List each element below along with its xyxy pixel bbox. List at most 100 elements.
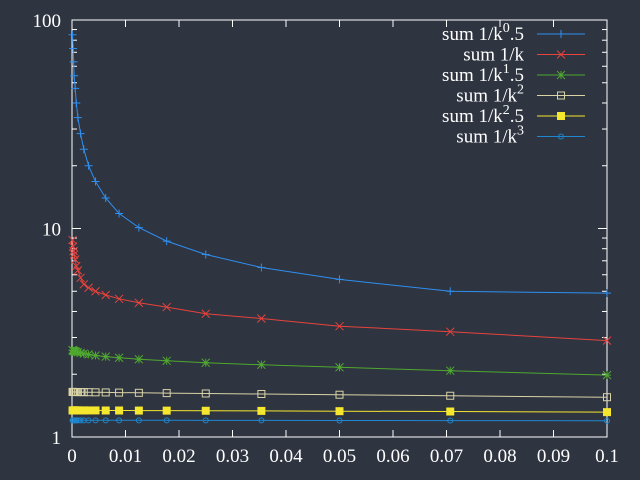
data-point — [162, 302, 172, 312]
legend-entry-5: sum 1/k2.5 — [442, 103, 585, 127]
data-point — [134, 223, 143, 232]
data-point — [335, 390, 344, 399]
series-line — [72, 349, 608, 376]
series-layer — [68, 30, 612, 424]
data-point — [84, 161, 93, 170]
data-point — [445, 366, 455, 376]
data-point — [557, 30, 565, 38]
data-point — [445, 327, 455, 337]
data-point — [162, 389, 171, 398]
data-point — [446, 287, 455, 296]
data-point — [69, 246, 78, 256]
data-point — [201, 309, 211, 319]
data-point — [77, 417, 84, 424]
data-point — [556, 50, 566, 59]
data-point — [257, 406, 266, 415]
series-6 — [69, 417, 610, 424]
series-3 — [68, 345, 612, 380]
data-point — [602, 336, 612, 345]
data-point — [101, 290, 111, 300]
data-point — [335, 362, 344, 372]
data-point — [162, 406, 171, 415]
data-point — [446, 407, 455, 416]
data-point — [72, 98, 81, 107]
data-point — [101, 194, 110, 203]
series-4 — [68, 387, 611, 402]
series-1 — [68, 30, 611, 298]
data-point — [73, 347, 83, 357]
data-point — [446, 391, 455, 400]
data-point — [335, 321, 344, 331]
data-point — [74, 417, 81, 424]
data-point — [69, 44, 78, 53]
plot-frame — [71, 19, 608, 438]
data-point — [336, 417, 343, 424]
data-point — [556, 70, 566, 80]
data-point — [134, 354, 144, 364]
data-point — [603, 408, 611, 417]
data-point — [85, 417, 92, 424]
legend-label: sum 1/k1.5 — [442, 62, 524, 86]
legend-entry-4: sum 1/k2 — [456, 83, 585, 107]
data-point — [79, 388, 88, 397]
data-point — [162, 237, 171, 246]
data-point — [115, 388, 124, 397]
data-point — [91, 286, 100, 296]
x-tick-label: 0 — [67, 446, 77, 467]
data-point — [258, 417, 265, 424]
legend-label: sum 1/k2.5 — [442, 103, 524, 127]
data-point — [257, 314, 266, 323]
data-point — [335, 275, 344, 284]
y-tick-label: 100 — [33, 11, 62, 32]
series-line — [72, 391, 608, 398]
data-point — [69, 57, 78, 66]
data-point — [91, 351, 100, 360]
data-point — [68, 30, 77, 39]
data-point — [92, 417, 99, 424]
data-point — [558, 133, 564, 140]
data-point — [135, 417, 142, 424]
data-point — [79, 279, 89, 289]
data-point — [557, 91, 565, 100]
legend-entry-1: sum 1/k0.5 — [442, 21, 585, 45]
data-point — [603, 289, 611, 298]
data-point — [91, 388, 100, 397]
data-point — [134, 298, 144, 308]
data-point — [84, 283, 93, 293]
x-tick-label: 0.06 — [376, 446, 409, 467]
data-point — [114, 353, 124, 363]
x-tick-label: 0.03 — [216, 446, 249, 467]
x-axis: 0 0.01 0.02 0.03 0.04 0.05 0.06 0.07 0.08 0.09 0.1 — [67, 20, 619, 467]
legend-entry-3: sum 1/k1.5 — [442, 62, 585, 86]
data-point — [257, 360, 266, 370]
legend-label: sum 1/k — [463, 45, 524, 66]
data-point — [73, 265, 83, 275]
data-point — [73, 113, 82, 122]
data-point — [201, 358, 211, 368]
data-point — [79, 349, 89, 359]
y-axis: 1 10 100 — [33, 11, 607, 449]
x-tick-label: 0.07 — [430, 446, 463, 467]
data-point — [116, 417, 123, 424]
data-point — [604, 417, 610, 424]
legend-entry-6: sum 1/k3 — [456, 124, 585, 148]
data-point — [76, 129, 85, 138]
data-point — [101, 406, 110, 415]
series-5 — [68, 406, 611, 417]
x-tick-label: 0.05 — [323, 446, 356, 467]
data-point — [91, 406, 100, 415]
data-point — [603, 393, 611, 402]
legend-label: sum 1/k0.5 — [442, 21, 524, 45]
x-tick-label: 0.1 — [595, 446, 619, 467]
series-line — [72, 34, 608, 294]
data-point — [257, 389, 266, 398]
data-point — [335, 407, 344, 416]
data-point — [91, 177, 100, 186]
y-tick-label: 10 — [42, 220, 61, 241]
data-point — [76, 273, 85, 283]
data-point — [114, 294, 124, 304]
y-tick-label: 1 — [52, 428, 62, 449]
data-point — [602, 370, 612, 380]
